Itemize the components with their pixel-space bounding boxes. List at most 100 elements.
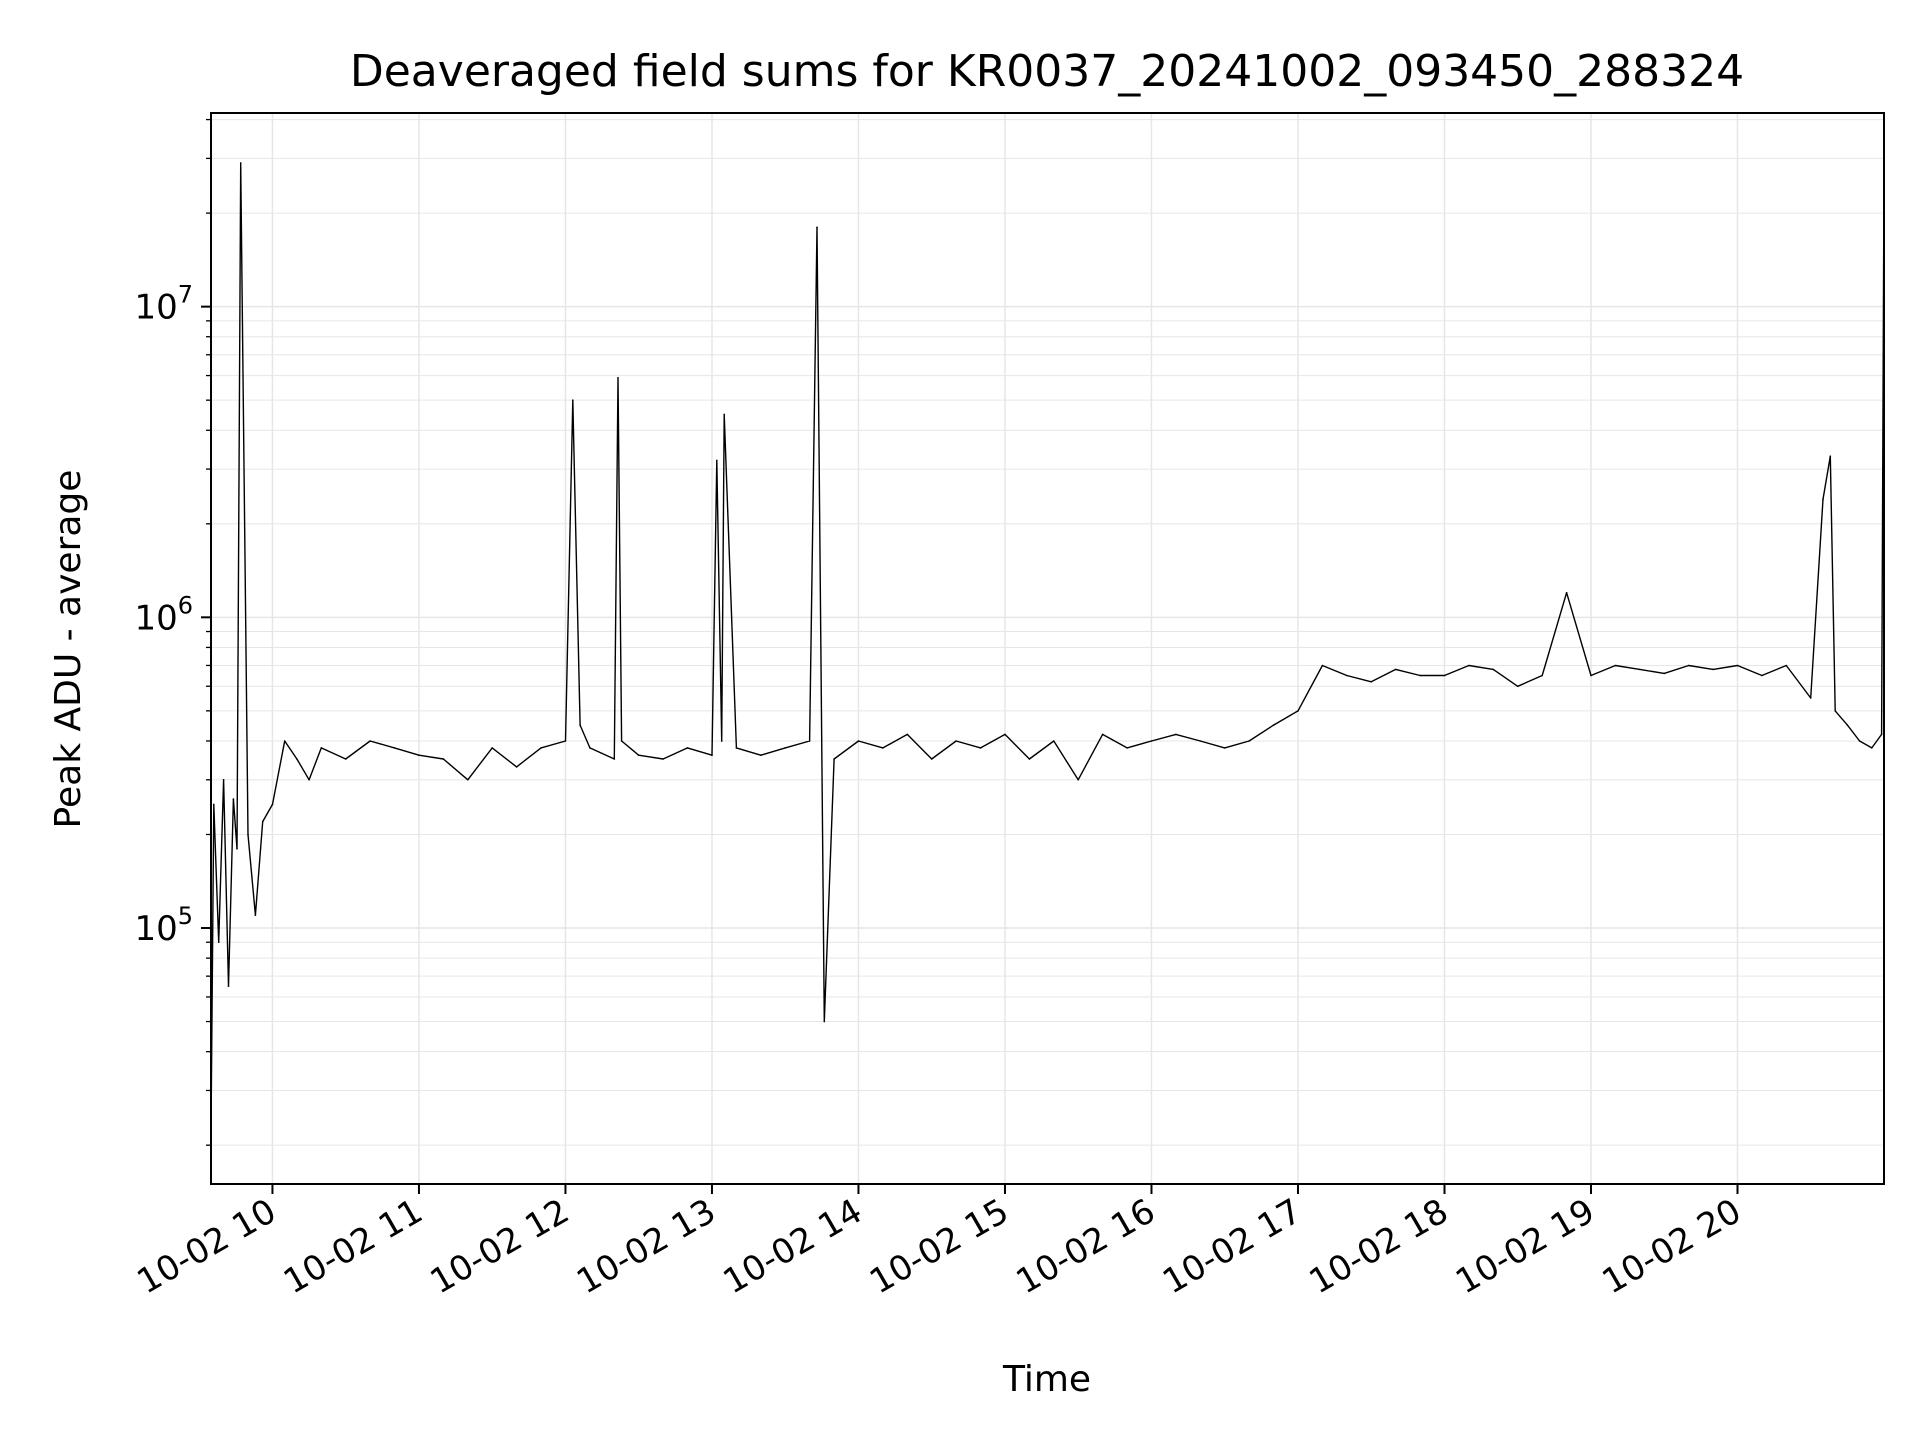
- data-point: [1785, 664, 1788, 667]
- data-point: [1394, 668, 1397, 671]
- data-point: [1614, 664, 1617, 667]
- x-axis-label: Time: [1002, 1359, 1091, 1400]
- data-point: [239, 162, 242, 164]
- data-point: [857, 740, 860, 742]
- data-point: [564, 740, 567, 742]
- data-point: [1846, 724, 1849, 726]
- data-point: [369, 740, 371, 742]
- data-point: [1822, 498, 1824, 501]
- grid: [211, 113, 1884, 1184]
- data-point: [716, 459, 718, 462]
- data-point: [283, 740, 286, 742]
- data-point: [254, 914, 257, 916]
- data-point: [1541, 674, 1543, 677]
- data-point: [1419, 674, 1421, 677]
- data-point: [1272, 724, 1275, 726]
- data-point: [1858, 740, 1861, 742]
- chart-title: Deaveraged field sums for KR0037_2024100…: [350, 46, 1744, 97]
- data-point: [735, 747, 738, 749]
- data-point: [491, 747, 494, 749]
- data-point: [261, 820, 264, 823]
- data-point: [906, 733, 909, 736]
- data-point: [222, 779, 225, 781]
- data-point: [344, 758, 347, 760]
- data-point: [1346, 674, 1348, 677]
- data-point: [1321, 664, 1324, 667]
- data-point: [1468, 664, 1470, 667]
- data-point: [442, 758, 445, 760]
- data-point: [1736, 664, 1739, 667]
- data-point: [1101, 733, 1104, 736]
- data-point: [613, 758, 616, 760]
- data-point: [620, 740, 623, 742]
- y-tick-label: 105: [134, 902, 193, 949]
- data-point: [711, 754, 713, 756]
- data-point: [308, 779, 310, 781]
- data-point: [882, 747, 884, 749]
- data-point: [1871, 747, 1873, 749]
- data-point: [1834, 710, 1836, 712]
- data-point: [1516, 685, 1519, 688]
- data-point: [720, 740, 723, 742]
- data-point: [1761, 674, 1763, 677]
- data-point: [1199, 740, 1202, 742]
- data-point: [784, 747, 786, 749]
- y-axis: 105 106 107: [134, 118, 211, 1146]
- data-point: [637, 754, 640, 756]
- data-point: [1028, 758, 1031, 760]
- series-line-0: [210, 162, 1885, 1133]
- data-point: [393, 747, 396, 749]
- data-point: [1639, 668, 1641, 671]
- data-point: [617, 377, 619, 379]
- data-point: [833, 758, 835, 760]
- data-point: [247, 833, 249, 836]
- data-point: [1077, 779, 1079, 781]
- data-point: [572, 399, 574, 402]
- y-tick-label: 107: [134, 281, 193, 328]
- y-tick-label: 106: [134, 591, 193, 638]
- data-point: [1809, 697, 1812, 699]
- data-point: [1712, 668, 1714, 671]
- data-point: [723, 413, 725, 416]
- data-point: [1370, 681, 1372, 683]
- data-point: [930, 758, 933, 760]
- data-point: [467, 779, 469, 781]
- data-point: [232, 798, 235, 800]
- data-point: [955, 740, 957, 742]
- data-point: [979, 747, 982, 749]
- data-point: [418, 754, 420, 756]
- data-point: [1663, 672, 1665, 675]
- data-point: [1053, 740, 1055, 742]
- data-point: [1565, 591, 1568, 594]
- data-point: [589, 747, 591, 749]
- y-axis-label: Peak ADU - average: [48, 470, 89, 829]
- data-point: [320, 747, 323, 749]
- data-point: [1880, 733, 1883, 736]
- series-layer: [210, 162, 1885, 1134]
- data-point: [1687, 664, 1690, 667]
- data-point: [760, 754, 762, 756]
- data-point: [1223, 747, 1226, 749]
- data-point: [662, 758, 664, 760]
- data-point: [1297, 710, 1299, 712]
- data-point: [1829, 455, 1832, 458]
- data-point: [213, 803, 215, 806]
- data-point: [1126, 747, 1128, 749]
- data-point: [236, 847, 238, 850]
- data-point: [1004, 733, 1006, 736]
- data-point: [515, 766, 518, 768]
- plot-frame: [210, 112, 1885, 1185]
- data-point: [823, 1020, 826, 1023]
- data-point: [540, 747, 542, 749]
- data-point: [1492, 668, 1495, 671]
- data-point: [1248, 740, 1250, 742]
- data-point: [808, 740, 811, 742]
- data-point: [1590, 674, 1592, 677]
- data-point: [271, 803, 274, 806]
- data-point: [816, 226, 818, 229]
- data-point: [579, 724, 581, 726]
- data-point: [1443, 674, 1446, 677]
